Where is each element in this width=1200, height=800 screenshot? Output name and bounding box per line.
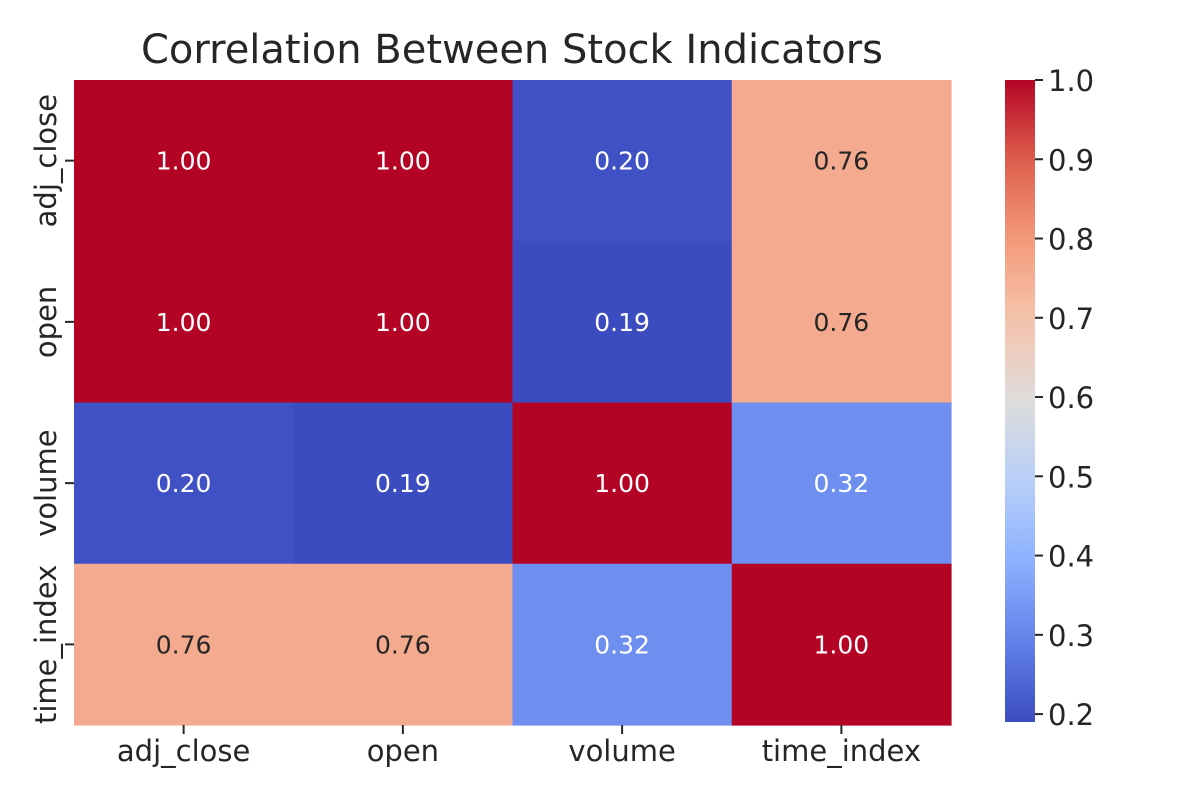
colorbar-tick-label: 0.2 [1048,698,1094,732]
heatmap-cell [293,80,514,242]
colorbar-tick-label: 0.5 [1048,460,1094,494]
cell-value-label: 1.00 [375,147,431,176]
heatmap-cell [512,80,733,242]
y-tick-label: open [29,286,63,358]
cell-value-label: 0.19 [594,308,650,337]
heatmap-cell [512,402,733,565]
cell-value-label: 0.32 [814,469,870,498]
y-tick-label: volume [29,429,63,536]
cell-value-label: 1.00 [594,469,650,498]
cell-value-label: 0.20 [594,147,650,176]
heatmap-cell [293,402,514,565]
colorbar-tick-label: 0.7 [1048,302,1094,336]
chart-title: Correlation Between Stock Indicators [141,27,883,73]
x-tick-label: open [367,734,439,768]
cell-value-label: 0.76 [156,630,212,659]
cell-value-label: 0.76 [375,630,431,659]
colorbar-tick-label: 0.6 [1048,381,1094,415]
colorbar-tick-label: 0.8 [1048,223,1094,257]
x-tick-label: time_index [762,734,921,768]
cell-value-label: 1.00 [814,630,870,659]
colorbar-tick-label: 0.4 [1048,540,1094,574]
heatmap-cell [731,241,952,404]
heatmap-cell [731,563,952,726]
heatmap-cell [74,80,294,242]
colorbar-tick-label: 1.0 [1048,64,1094,98]
cell-value-label: 1.00 [375,308,431,337]
cell-value-label: 0.20 [156,469,212,498]
heatmap-cell [293,563,514,726]
colorbar-tick-label: 0.3 [1048,619,1094,653]
cell-value-label: 1.00 [156,147,212,176]
colorbar-tick-label: 0.9 [1048,143,1094,177]
cell-value-label: 1.00 [156,308,212,337]
heatmap-cell [731,402,952,565]
x-tick-label: volume [568,734,675,768]
cell-value-label: 0.76 [814,308,870,337]
heatmap-cell [74,402,294,565]
heatmap-cell [74,563,294,726]
cell-value-label: 0.32 [594,630,650,659]
y-tick-label: time_index [29,565,63,724]
cell-value-label: 0.19 [375,469,431,498]
x-tick-label: adj_close [117,734,250,768]
heatmap-cell [74,241,294,404]
y-tick-label: adj_close [29,94,63,227]
heatmap-cell [293,241,514,404]
colorbar [1005,80,1035,722]
heatmap-cell [512,241,733,404]
heatmap-cell [512,563,733,726]
cell-value-label: 0.76 [814,147,870,176]
heatmap-cell [731,80,952,242]
